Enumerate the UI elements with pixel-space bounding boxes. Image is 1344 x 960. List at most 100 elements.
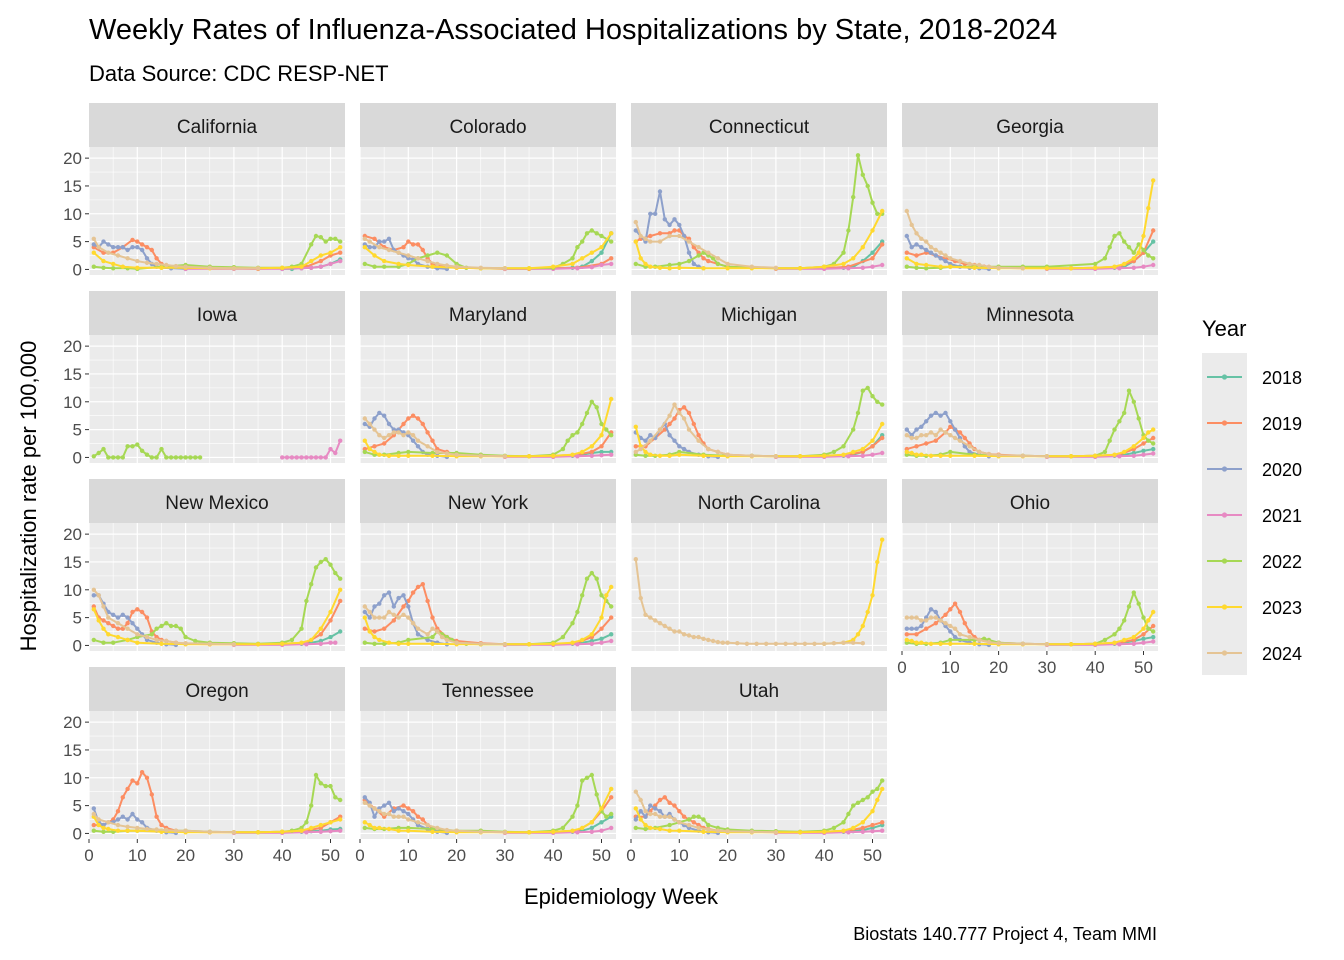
data-point xyxy=(1131,641,1137,646)
data-point xyxy=(362,421,367,427)
data-point xyxy=(570,640,575,645)
data-point xyxy=(299,626,304,631)
data-point xyxy=(725,640,730,645)
data-point xyxy=(870,452,875,457)
x-tick-label: 20 xyxy=(718,846,737,865)
y-tick-label: 5 xyxy=(73,421,82,440)
data-point xyxy=(672,217,677,222)
data-point xyxy=(401,421,406,427)
strip-background xyxy=(902,291,1158,335)
data-point xyxy=(662,814,667,819)
data-point xyxy=(681,405,687,410)
data-point xyxy=(580,778,585,783)
data-point xyxy=(183,634,188,640)
data-point xyxy=(1136,250,1141,255)
data-point xyxy=(144,245,150,250)
panel-michigan: Michigan xyxy=(630,291,887,463)
data-point xyxy=(860,446,865,452)
data-point xyxy=(633,806,638,811)
data-point xyxy=(657,239,663,244)
data-point xyxy=(149,455,154,460)
data-point xyxy=(430,453,435,458)
data-point xyxy=(928,430,934,435)
data-point xyxy=(1102,449,1108,455)
data-point xyxy=(677,410,682,416)
data-point xyxy=(1146,618,1151,623)
data-point xyxy=(362,604,367,609)
series-2024 xyxy=(91,811,237,835)
data-point xyxy=(1122,410,1127,416)
data-point xyxy=(372,629,377,634)
data-point xyxy=(1112,427,1117,432)
data-point xyxy=(1146,253,1151,258)
data-point xyxy=(372,253,377,258)
data-point xyxy=(904,626,909,631)
data-point xyxy=(382,413,387,418)
data-point xyxy=(909,450,914,456)
data-point xyxy=(1117,454,1122,459)
x-tick-label: 30 xyxy=(1037,658,1056,677)
data-point xyxy=(938,256,943,261)
data-point xyxy=(386,433,392,438)
data-point xyxy=(1131,453,1137,458)
data-point xyxy=(415,584,421,590)
data-point xyxy=(91,811,97,817)
data-point xyxy=(657,189,663,194)
panel-new-mexico: New Mexico 0 5 10 15 20 xyxy=(63,479,345,655)
plot-background xyxy=(360,523,616,651)
data-point xyxy=(875,399,880,404)
data-point xyxy=(164,621,169,626)
data-point xyxy=(135,632,140,637)
data-point xyxy=(924,266,929,271)
data-point xyxy=(1117,231,1122,236)
data-point xyxy=(415,242,421,247)
data-point xyxy=(338,576,343,581)
data-point xyxy=(1151,441,1156,446)
data-point xyxy=(609,584,614,590)
data-point xyxy=(313,233,319,239)
data-point xyxy=(1136,416,1141,421)
data-point xyxy=(444,637,450,643)
data-point xyxy=(580,421,585,427)
data-point xyxy=(855,800,861,805)
data-point xyxy=(589,632,594,637)
data-point xyxy=(841,820,846,825)
data-point xyxy=(135,817,140,822)
data-point xyxy=(125,615,130,620)
strip-label: Connecticut xyxy=(709,117,810,138)
data-point xyxy=(318,632,323,637)
data-point xyxy=(338,258,343,264)
data-point xyxy=(144,260,150,265)
data-point xyxy=(406,453,411,458)
data-point xyxy=(1112,264,1117,269)
chart-subtitle: Data Source: CDC RESP-NET xyxy=(89,61,389,86)
data-point xyxy=(415,256,421,261)
data-point xyxy=(822,264,827,269)
x-tick-label: 40 xyxy=(544,846,563,865)
data-point xyxy=(406,253,411,258)
data-point xyxy=(957,430,963,435)
data-point xyxy=(701,829,706,834)
chart-caption: Biostats 140.777 Project 4, Team MMI xyxy=(853,924,1157,944)
x-tick-label: 0 xyxy=(355,846,364,865)
data-point xyxy=(1151,451,1156,456)
data-point xyxy=(599,444,604,449)
data-point xyxy=(526,830,532,835)
data-point xyxy=(933,609,938,615)
data-point xyxy=(589,829,594,834)
data-point xyxy=(715,256,721,261)
data-point xyxy=(599,626,604,631)
data-point xyxy=(1151,435,1156,441)
data-point xyxy=(860,623,865,629)
data-point xyxy=(386,421,392,427)
x-tick-label: 50 xyxy=(863,846,882,865)
data-point xyxy=(149,792,154,797)
x-tick-label: 50 xyxy=(1134,658,1153,677)
data-point xyxy=(904,233,909,239)
data-point xyxy=(909,435,914,441)
data-point xyxy=(919,452,924,457)
data-point xyxy=(478,829,483,834)
data-point xyxy=(696,438,701,443)
data-point xyxy=(938,618,943,623)
